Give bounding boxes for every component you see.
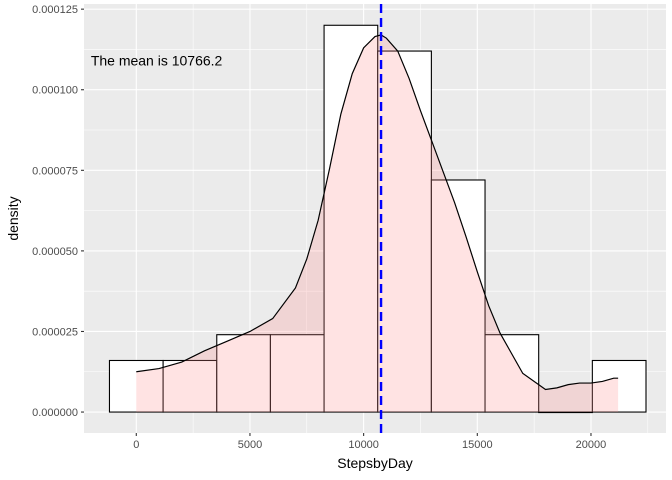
x-tick-label: 5000	[238, 439, 262, 451]
x-tick-label: 15000	[462, 439, 493, 451]
histogram-bar	[269, 334, 325, 413]
density-curve-group	[136, 34, 619, 413]
histogram-bar	[591, 359, 647, 413]
x-axis: 0 5000 10000 15000 20000	[133, 433, 606, 451]
y-tick-label: 0.000075	[32, 165, 78, 177]
y-axis-title: density	[5, 196, 21, 240]
y-tick-label: 0.000000	[32, 407, 78, 419]
x-axis-title: StepsbyDay	[337, 455, 412, 471]
y-axis: 0.000000 0.000025 0.000050 0.000075 0.000100…	[32, 4, 84, 419]
histogram-bar	[484, 334, 540, 413]
density-curve	[136, 34, 619, 391]
histogram-bar	[538, 411, 593, 414]
mean-annotation: The mean is 10766.2	[91, 53, 223, 69]
y-tick-label: 0.000125	[32, 4, 78, 16]
x-tick-label: 0	[133, 439, 139, 451]
histogram-bar	[377, 50, 432, 413]
x-tick-label: 10000	[348, 439, 379, 451]
histogram-bar	[162, 359, 218, 413]
density-area	[136, 34, 619, 413]
x-tick-label: 20000	[576, 439, 607, 451]
y-tick-label: 0.000100	[32, 85, 78, 97]
y-tick-label: 0.000050	[32, 246, 78, 258]
y-tick-label: 0.000025	[32, 326, 78, 338]
histogram-bar	[430, 179, 486, 413]
histogram-bars	[108, 24, 647, 414]
